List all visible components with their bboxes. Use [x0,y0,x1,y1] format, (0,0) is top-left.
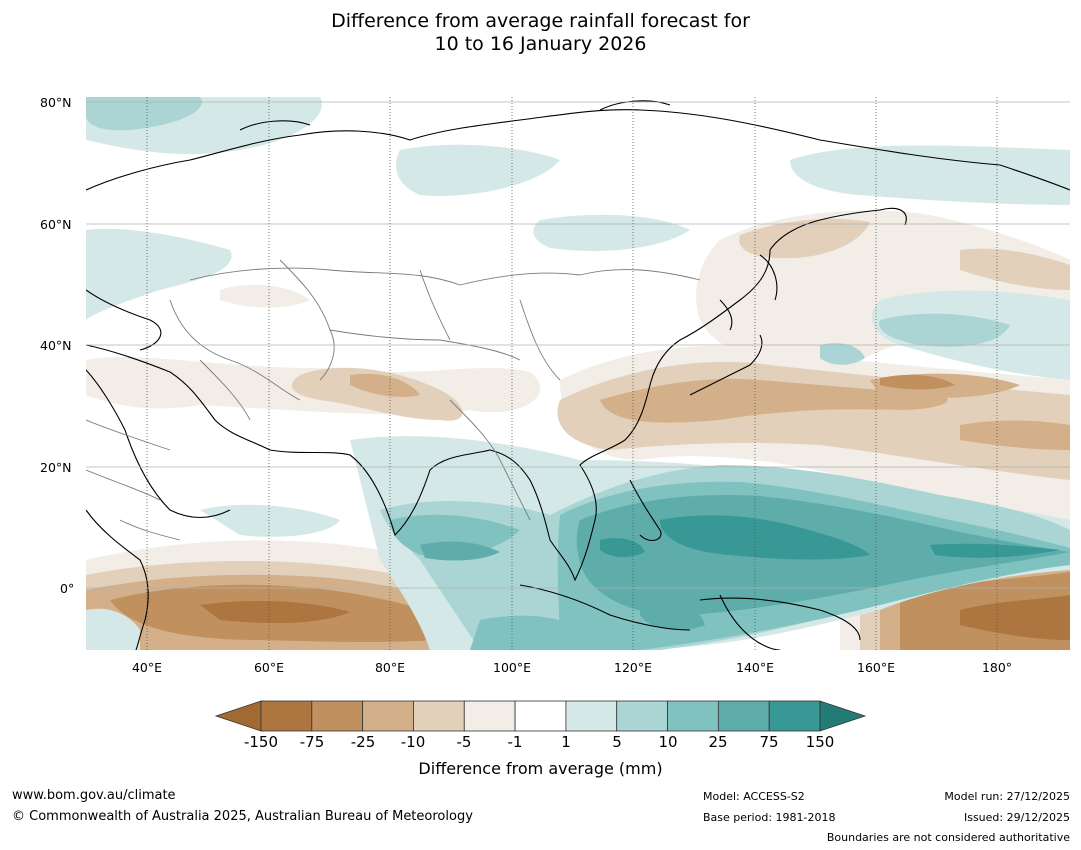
footer-model-run: Model run: 27/12/2025 [944,790,1070,803]
map-title-line-1: Difference from average rainfall forecas… [331,10,750,32]
coastlines [86,100,1070,650]
footer-base-period: Base period: 1981-2018 [703,811,836,824]
colorbar-swatch [768,700,821,732]
dry-extreme-shading [200,595,1070,640]
lon-label-120e: 120°E [613,660,653,675]
rainfall-anomaly-map [86,97,1070,650]
colorbar-tick: -25 [350,733,376,751]
colorbar-tick: 150 [805,733,835,751]
country-boundaries [86,259,701,541]
footer-disclaimer: Boundaries are not considered authoritat… [826,831,1070,844]
footer-url[interactable]: www.bom.gov.au/climate [12,788,176,803]
colorbar-title: Difference from average (mm) [418,759,663,778]
longitude-gridlines [146,97,998,650]
colorbar-swatch [616,700,668,732]
colorbar-swatch [667,700,719,732]
colorbar-extend-low [214,700,262,732]
colorbar-swatch [565,700,618,732]
wet-extreme-shading [600,515,1060,560]
colorbar-swatches [214,700,867,732]
colorbar-tick: 5 [612,733,622,751]
colorbar-swatch [514,700,567,732]
lat-label-60n: 60°N [40,217,72,232]
lon-label-100e: 100°E [492,660,532,675]
lat-label-40n: 40°N [40,338,72,353]
lon-label-160e: 160°E [856,660,896,675]
colorbar-swatch [362,700,414,732]
colorbar-swatch [717,700,770,732]
colorbar-swatch [260,700,313,732]
colorbar-tick: 75 [759,733,779,751]
colorbar-swatch [311,700,364,732]
colorbar-tick: 10 [658,733,678,751]
lon-label-80e: 80°E [374,660,406,675]
latitude-gridlines [86,101,1070,589]
map-title-line-2: 10 to 16 January 2026 [434,33,647,55]
lon-label-40e: 40°E [131,660,163,675]
lat-label-20n: 20°N [40,460,72,475]
colorbar-extend-high [819,700,867,732]
colorbar-swatch [463,700,516,732]
footer-issued: Issued: 29/12/2025 [963,811,1070,824]
footer-model: Model: ACCESS-S2 [703,790,805,803]
lon-label-180: 180° [981,660,1013,675]
colorbar-tick: -150 [243,733,279,751]
colorbar-tick: -5 [456,733,472,751]
lat-label-0: 0° [60,581,75,596]
colorbar-tick: 1 [561,733,571,751]
colorbar-tick: -75 [299,733,325,751]
colorbar-tick: -1 [507,733,523,751]
colorbar-swatch [413,700,465,732]
footer-copyright: © Commonwealth of Australia 2025, Austra… [12,809,473,824]
colorbar-tick: -10 [400,733,426,751]
lon-label-60e: 60°E [253,660,285,675]
colorbar-tick: 25 [708,733,728,751]
lat-label-80n: 80°N [40,95,72,110]
lon-label-140e: 140°E [735,660,775,675]
